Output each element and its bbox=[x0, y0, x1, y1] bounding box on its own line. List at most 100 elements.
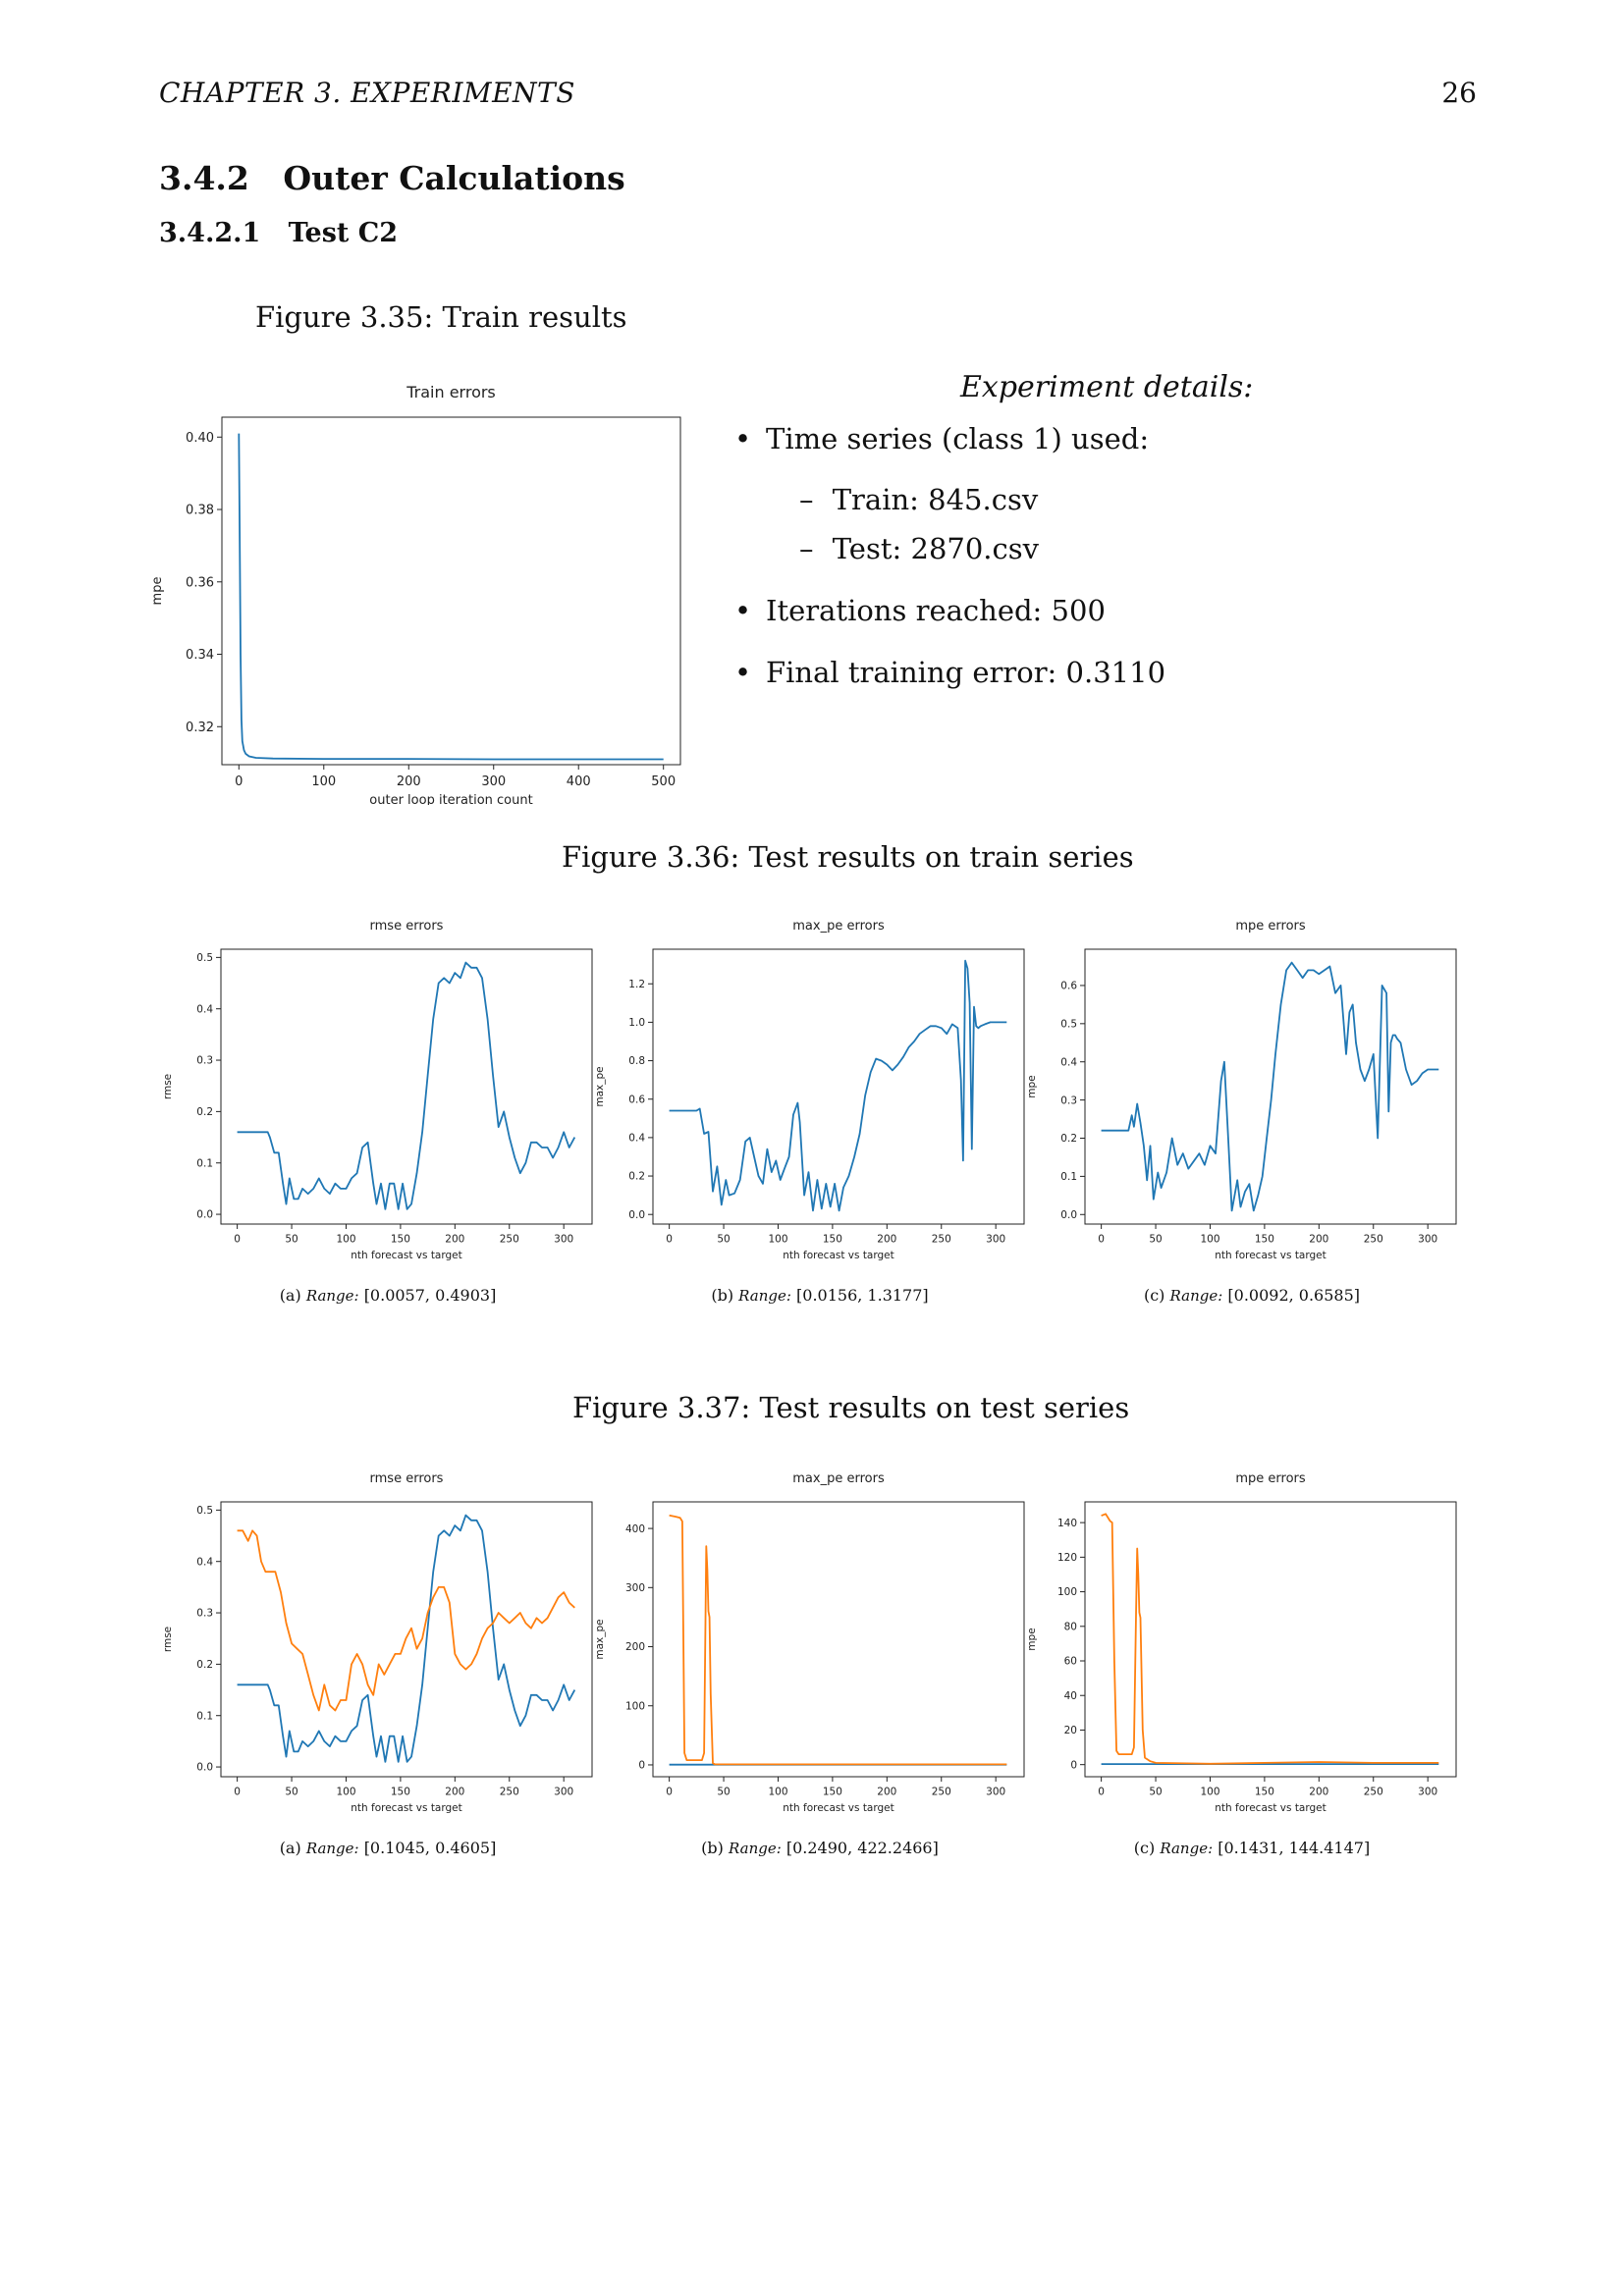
y-tick-label: 1.2 bbox=[628, 979, 645, 990]
chart-title: mpe errors bbox=[1235, 919, 1306, 934]
y-tick-label: 80 bbox=[1064, 1621, 1077, 1632]
x-tick-label: 300 bbox=[554, 1234, 573, 1246]
y-tick-label: 0.6 bbox=[1060, 981, 1077, 992]
subcaption-337c: (c) Range: [0.1431, 144.4147] bbox=[1105, 1839, 1399, 1857]
y-axis-label: max_pe bbox=[594, 1066, 606, 1106]
subcaption-range: [0.0156, 1.3177] bbox=[796, 1286, 929, 1305]
details-subitem-test-text: Test: 2870.csv bbox=[832, 532, 1040, 565]
y-tick-label: 0.6 bbox=[628, 1094, 645, 1105]
figure-335-caption: Figure 3.35: Train results bbox=[255, 300, 627, 334]
y-tick-label: 0 bbox=[1070, 1759, 1077, 1771]
x-tick-label: 300 bbox=[1418, 1787, 1437, 1798]
subcaption-label: (c) bbox=[1143, 1286, 1165, 1305]
series-line-1 bbox=[237, 1529, 575, 1712]
y-tick-label: 0.4 bbox=[196, 1003, 213, 1015]
x-tick-label: 200 bbox=[877, 1234, 896, 1246]
x-tick-label: 200 bbox=[445, 1787, 464, 1798]
plot-frame bbox=[652, 1501, 1025, 1778]
x-tick-label: 250 bbox=[500, 1787, 519, 1798]
details-item-final-error-text: Final training error: 0.3110 bbox=[766, 656, 1166, 689]
y-tick-label: 300 bbox=[625, 1582, 645, 1594]
x-tick-label: 100 bbox=[311, 774, 336, 789]
y-tick-label: 0.3 bbox=[196, 1608, 213, 1620]
y-tick-label: 0.2 bbox=[1060, 1133, 1077, 1145]
series-line-0 bbox=[237, 961, 576, 1210]
subsection-heading: 3.4.2.1 Test C2 bbox=[159, 218, 398, 248]
chart-train-errors: Train errors 0 100 200 300 400 500 0.32 0.34 0.36… bbox=[150, 383, 681, 805]
y-tick-label: 0.38 bbox=[186, 504, 214, 518]
figure-337-caption: Figure 3.37: Test results on test series bbox=[572, 1391, 1130, 1424]
y-tick-label: 0.4 bbox=[196, 1556, 213, 1568]
experiment-details-title: Experiment details: bbox=[960, 370, 1254, 404]
subcaption-label: (b) bbox=[711, 1286, 734, 1305]
subcaption-337b: (b) Range: [0.2490, 422.2466] bbox=[673, 1839, 967, 1857]
y-axis-label: rmse bbox=[162, 1627, 174, 1652]
series-line-1 bbox=[1101, 1513, 1439, 1765]
x-axis-label: outer loop iteration count bbox=[369, 793, 532, 805]
y-tick-label: 0.4 bbox=[628, 1133, 645, 1145]
subcaption-label: (c) bbox=[1133, 1839, 1156, 1857]
y-axis-label: mpe bbox=[1026, 1075, 1038, 1097]
y-tick-label: 0.5 bbox=[196, 1505, 213, 1517]
x-tick-label: 400 bbox=[567, 774, 591, 789]
chart-title: mpe errors bbox=[1235, 1471, 1306, 1486]
plot-frame bbox=[221, 416, 681, 766]
x-tick-label: 250 bbox=[1364, 1787, 1383, 1798]
x-axis-label: nth forecast vs target bbox=[783, 1802, 894, 1814]
y-tick-label: 0.5 bbox=[196, 952, 213, 964]
x-tick-label: 100 bbox=[1200, 1234, 1219, 1246]
chart-title: max_pe errors bbox=[792, 919, 885, 934]
x-tick-label: 300 bbox=[481, 774, 506, 789]
y-tick-label: 0.2 bbox=[196, 1106, 213, 1118]
subcaption-336a: (a) Range: [0.0057, 0.4903] bbox=[241, 1286, 535, 1305]
y-tick-label: 400 bbox=[625, 1523, 645, 1535]
details-item-final-error: • Final training error: 0.3110 bbox=[734, 656, 1165, 689]
chart-title: max_pe errors bbox=[792, 1471, 885, 1486]
x-tick-label: 50 bbox=[717, 1787, 730, 1798]
subcaption-label: (a) bbox=[279, 1286, 301, 1305]
details-subitem-train: – Train: 845.csv bbox=[799, 483, 1038, 516]
x-tick-label: 50 bbox=[717, 1234, 730, 1246]
y-tick-label: 200 bbox=[625, 1641, 645, 1653]
y-tick-label: 60 bbox=[1064, 1656, 1077, 1668]
y-tick-label: 100 bbox=[1057, 1586, 1077, 1598]
y-tick-label: 0.1 bbox=[196, 1157, 213, 1169]
x-axis-label: nth forecast vs target bbox=[1215, 1250, 1326, 1261]
plot-frame bbox=[1084, 1501, 1457, 1778]
y-tick-label: 0 bbox=[638, 1760, 645, 1772]
section-heading: 3.4.2 Outer Calculations bbox=[159, 159, 625, 197]
y-tick-label: 40 bbox=[1064, 1690, 1077, 1702]
running-header-chapter: CHAPTER 3. EXPERIMENTS bbox=[159, 77, 575, 109]
x-tick-label: 300 bbox=[1418, 1234, 1437, 1246]
x-tick-label: 150 bbox=[1255, 1234, 1274, 1246]
x-tick-label: 0 bbox=[234, 1234, 241, 1246]
x-tick-label: 150 bbox=[391, 1787, 410, 1798]
series-line-0 bbox=[237, 1514, 576, 1763]
plot-frame bbox=[652, 948, 1025, 1225]
subcaption-range: [0.2490, 422.2466] bbox=[785, 1839, 939, 1857]
details-item-iterations: • Iterations reached: 500 bbox=[734, 594, 1106, 627]
subcaption-range-word: Range: bbox=[305, 1840, 359, 1857]
subcaption-range: [0.1045, 0.4605] bbox=[363, 1839, 497, 1857]
x-tick-label: 200 bbox=[397, 774, 421, 789]
y-tick-label: 0.2 bbox=[196, 1659, 213, 1671]
x-tick-label: 250 bbox=[932, 1787, 951, 1798]
subcaption-range-word: Range: bbox=[1169, 1287, 1223, 1305]
x-tick-label: 0 bbox=[234, 1787, 241, 1798]
x-tick-label: 250 bbox=[500, 1234, 519, 1246]
y-axis-label: mpe bbox=[1026, 1628, 1038, 1650]
subcaption-range: [0.0092, 0.6585] bbox=[1227, 1286, 1361, 1305]
series-line-0 bbox=[1101, 961, 1439, 1212]
x-tick-label: 50 bbox=[285, 1234, 298, 1246]
chart-train-rmse: rmse errors 0 50 100 150 200 250 300 0.0 0.1 0.2 0.… bbox=[162, 919, 593, 1261]
chart-train-max-pe: max_pe errors 0 50 100 150 200 250 300 0.0 0.2 0.4… bbox=[594, 919, 1025, 1261]
y-tick-label: 0.1 bbox=[196, 1710, 213, 1722]
details-item-series: • Time series (class 1) used: bbox=[734, 422, 1149, 455]
y-tick-label: 140 bbox=[1057, 1518, 1077, 1529]
x-tick-label: 150 bbox=[391, 1234, 410, 1246]
y-axis-label: mpe bbox=[150, 577, 165, 606]
y-tick-label: 0.8 bbox=[628, 1055, 645, 1067]
x-tick-label: 200 bbox=[1309, 1787, 1328, 1798]
y-tick-label: 0.36 bbox=[186, 575, 214, 590]
x-tick-label: 0 bbox=[235, 774, 243, 789]
